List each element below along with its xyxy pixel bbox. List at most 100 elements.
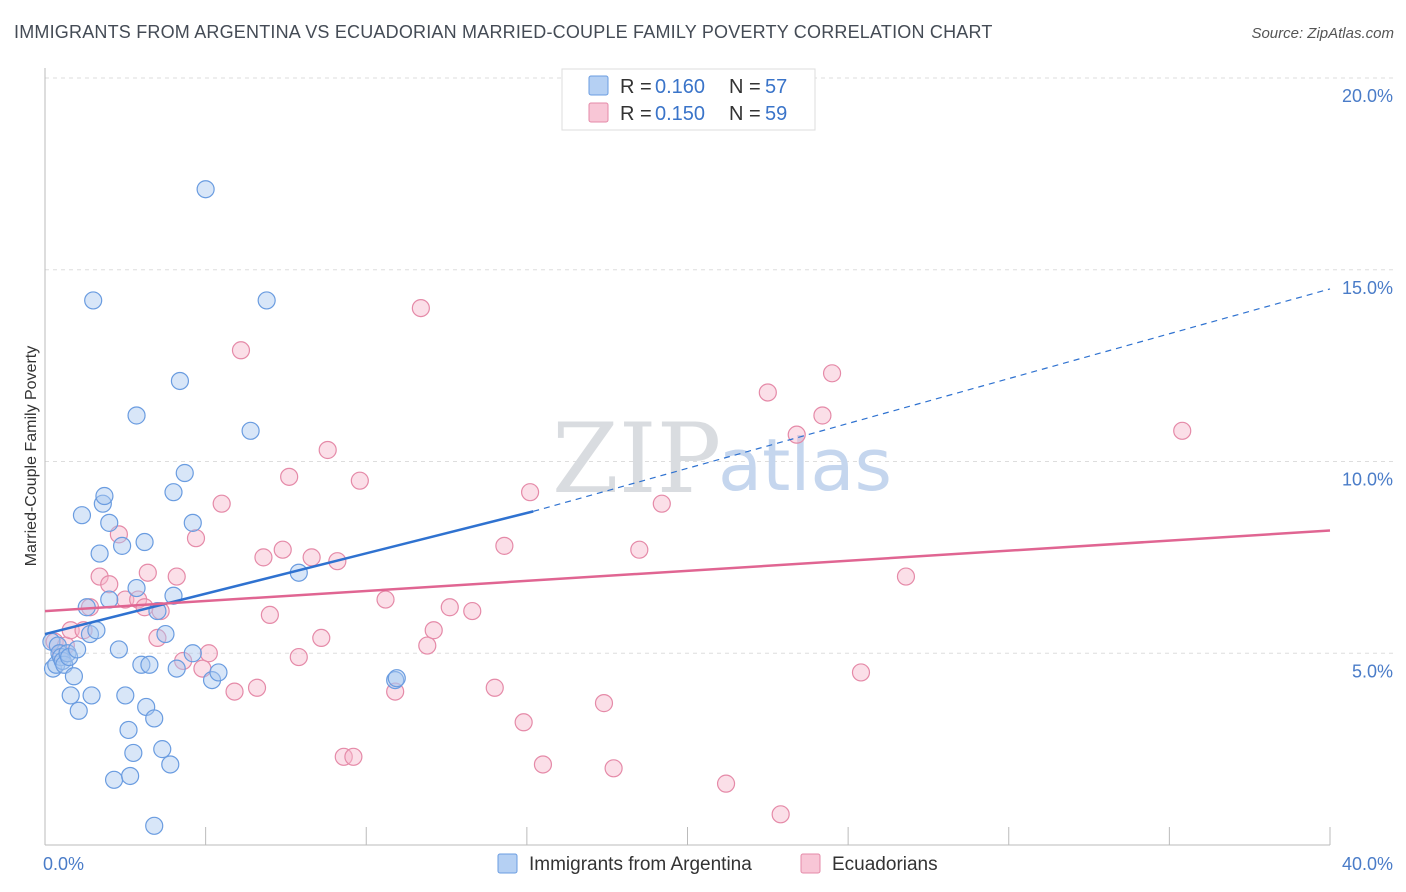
ecuadorians-point-33 bbox=[334, 747, 353, 766]
ecuadorians-point-43 bbox=[485, 678, 504, 697]
bottom-legend-swatch-ecuadorians bbox=[800, 853, 821, 874]
x-ticks bbox=[44, 827, 1331, 845]
argentina-point-22 bbox=[95, 486, 114, 506]
argentina-point-53 bbox=[209, 663, 228, 682]
argentina-point-58 bbox=[387, 669, 406, 688]
ecuadorians-point-45 bbox=[514, 713, 533, 732]
argentina-point-11 bbox=[64, 667, 84, 686]
source-credit: Source: ZipAtlas.com bbox=[1251, 25, 1394, 42]
ecuadorians-point-15 bbox=[167, 567, 186, 586]
watermark-zip: ZIP bbox=[552, 403, 721, 515]
ecuadorians-point-36 bbox=[376, 590, 395, 609]
argentina-point-25 bbox=[104, 770, 124, 789]
ecuadorians-point-34 bbox=[344, 747, 363, 766]
ecuadorians-point-41 bbox=[440, 598, 459, 617]
ecuadorians-point-58 bbox=[851, 663, 871, 682]
gridlines bbox=[45, 77, 1395, 654]
legend-n-value-ecuadorians: 59 bbox=[765, 103, 787, 125]
ecuadorians-point-55 bbox=[787, 425, 806, 444]
legend-r-label-argentina: R = bbox=[620, 76, 652, 98]
ecuadorians-point-56 bbox=[813, 406, 832, 425]
y-tick-label-20: 20.0% bbox=[1342, 86, 1393, 106]
ecuadorians-point-21 bbox=[225, 682, 244, 701]
argentina-point-31 bbox=[124, 743, 143, 763]
y-axis-label: Married-Couple Family Poverty bbox=[23, 346, 40, 567]
ecuadorians-point-6 bbox=[90, 567, 109, 586]
argentina-point-32 bbox=[127, 578, 146, 598]
ecuadorians-point-60 bbox=[1173, 421, 1192, 440]
ecuadorians-point-7 bbox=[100, 575, 119, 594]
legend-swatch-argentina bbox=[588, 75, 609, 96]
ecuadorians-point-31 bbox=[318, 440, 337, 460]
argentina-point-27 bbox=[112, 536, 132, 555]
argentina-point-29 bbox=[119, 720, 138, 740]
ecuadorians-point-25 bbox=[260, 605, 279, 625]
argentina-point-35 bbox=[135, 532, 154, 552]
ecuadorians-point-39 bbox=[418, 636, 437, 655]
argentina-point-19 bbox=[87, 621, 106, 640]
x-tick-labels: 0.0% 40.0% bbox=[43, 854, 1393, 874]
argentina-point-55 bbox=[257, 291, 276, 310]
y-tick-label-15: 15.0% bbox=[1342, 278, 1393, 298]
correlation-legend: R = 0.160 N = 57 R = 0.150 N = 59 bbox=[561, 68, 816, 131]
ecuadorians-point-40 bbox=[424, 621, 443, 640]
argentina-point-33 bbox=[127, 406, 146, 425]
legend-n-label-argentina: N = bbox=[729, 76, 761, 98]
legend-n-value-argentina: 57 bbox=[765, 76, 787, 98]
chart-title: IMMIGRANTS FROM ARGENTINA VS ECUADORIAN … bbox=[14, 22, 993, 42]
ecuadorians-point-44 bbox=[495, 536, 514, 555]
ecuadorians-point-19 bbox=[199, 644, 218, 663]
legend-r-label-ecuadorians: R = bbox=[620, 103, 652, 125]
ecuadorians-point-49 bbox=[604, 759, 623, 778]
ecuadorians-point-28 bbox=[289, 647, 308, 667]
y-tick-label-5: 5.0% bbox=[1352, 661, 1393, 681]
ecuadorians-trend-line bbox=[44, 529, 1331, 613]
argentina-point-13 bbox=[69, 701, 88, 720]
y-tick-label-10: 10.0% bbox=[1342, 470, 1393, 490]
ecuadorians-point-59 bbox=[896, 567, 916, 586]
ecuadorians-point-38 bbox=[411, 299, 430, 318]
x-tick-label-40: 40.0% bbox=[1342, 854, 1393, 874]
ecuadorians-points bbox=[45, 299, 1192, 824]
ecuadorians-point-23 bbox=[247, 678, 267, 697]
argentina-point-39 bbox=[145, 709, 164, 728]
ecuadorians-point-52 bbox=[716, 774, 736, 793]
argentina-points bbox=[42, 180, 406, 835]
ecuadorians-point-20 bbox=[212, 494, 231, 513]
argentina-point-43 bbox=[161, 755, 180, 774]
argentina-point-42 bbox=[156, 624, 175, 644]
legend-r-value-argentina: 0.160 bbox=[655, 76, 705, 98]
argentina-point-51 bbox=[196, 180, 215, 199]
ecuadorians-point-17 bbox=[186, 529, 206, 548]
watermark: ZIP atlas bbox=[552, 403, 892, 515]
ecuadorians-point-12 bbox=[138, 563, 157, 582]
argentina-point-38 bbox=[145, 816, 164, 835]
argentina-point-30 bbox=[121, 766, 140, 786]
bottom-legend-swatch-argentina bbox=[497, 853, 518, 874]
argentina-point-17 bbox=[82, 686, 101, 705]
bottom-legend-label-argentina: Immigrants from Argentina bbox=[529, 854, 752, 875]
ecuadorians-point-35 bbox=[350, 471, 369, 490]
series-legend: Immigrants from Argentina Ecuadorians bbox=[497, 853, 938, 875]
y-tick-labels: 5.0% 10.0% 15.0% 20.0% bbox=[1342, 86, 1393, 681]
argentina-trend-extension bbox=[533, 288, 1331, 512]
argentina-point-47 bbox=[170, 371, 190, 391]
argentina-point-37 bbox=[140, 655, 159, 674]
ecuadorians-point-53 bbox=[758, 383, 777, 402]
ecuadorians-point-50 bbox=[630, 540, 649, 559]
legend-r-value-ecuadorians: 0.150 bbox=[655, 103, 705, 125]
ecuadorians-point-42 bbox=[463, 601, 482, 621]
ecuadorians-point-22 bbox=[231, 341, 251, 360]
argentina-point-49 bbox=[183, 513, 202, 532]
x-tick-label-0: 0.0% bbox=[43, 854, 84, 874]
argentina-point-20 bbox=[90, 544, 109, 563]
argentina-point-23 bbox=[100, 513, 119, 532]
ecuadorians-point-26 bbox=[273, 540, 292, 559]
argentina-point-41 bbox=[153, 740, 172, 759]
argentina-point-54 bbox=[241, 421, 260, 440]
ecuadorians-point-57 bbox=[822, 364, 842, 383]
ecuadorians-point-54 bbox=[771, 805, 790, 824]
legend-swatch-ecuadorians bbox=[588, 102, 609, 123]
argentina-point-44 bbox=[164, 483, 183, 502]
argentina-point-50 bbox=[183, 644, 202, 663]
